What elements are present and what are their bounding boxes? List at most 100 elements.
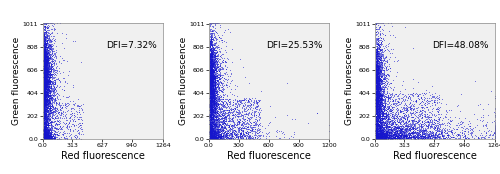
Point (372, 106, 380, 109)
Point (374, 95, 382, 97)
Point (211, 80, 219, 83)
Point (374, 97, 382, 100)
Point (42, 43, 50, 46)
Point (372, 103, 380, 106)
Point (218, 113, 226, 116)
Point (372, 72, 380, 74)
Point (208, 136, 216, 139)
Point (44, 100, 52, 102)
Point (382, 96, 390, 98)
Point (378, 94, 386, 97)
Point (210, 102, 218, 105)
Point (385, 133, 393, 136)
Point (374, 99, 382, 101)
Point (421, 136, 429, 139)
Point (40, 138, 48, 141)
Point (40, 59, 48, 62)
Point (373, 137, 381, 140)
Point (207, 83, 215, 86)
Point (216, 134, 224, 137)
Point (216, 135, 224, 137)
Point (374, 77, 382, 80)
Point (372, 49, 380, 52)
Point (44, 60, 52, 62)
Point (380, 121, 388, 124)
Point (374, 54, 382, 57)
Point (214, 128, 222, 130)
Point (374, 125, 382, 128)
Point (384, 136, 392, 138)
Point (209, 138, 217, 141)
Point (40, 86, 48, 89)
Point (206, 104, 214, 106)
Point (376, 137, 384, 140)
Point (378, 97, 386, 100)
Point (42, 81, 50, 84)
Point (210, 73, 218, 76)
Point (372, 136, 380, 139)
Point (208, 64, 216, 66)
Point (208, 86, 216, 89)
Point (44, 88, 52, 90)
Point (40, 95, 48, 98)
Point (255, 122, 263, 125)
Point (389, 120, 397, 123)
Point (40, 73, 48, 76)
Point (206, 135, 214, 138)
Point (208, 119, 216, 122)
Point (211, 69, 219, 71)
Point (214, 65, 222, 68)
Point (248, 108, 256, 111)
Point (218, 134, 226, 137)
Point (50, 107, 58, 110)
Point (46, 72, 54, 75)
Point (389, 123, 397, 125)
Point (40, 60, 48, 62)
Point (392, 129, 400, 132)
Point (235, 121, 243, 124)
Point (208, 108, 216, 111)
Point (382, 136, 390, 139)
Point (382, 124, 390, 127)
Point (206, 130, 214, 133)
Point (374, 114, 382, 117)
Point (41, 134, 49, 137)
Point (404, 136, 411, 139)
Point (374, 130, 382, 133)
Point (424, 133, 432, 136)
Point (372, 75, 380, 77)
Point (386, 136, 394, 139)
Point (209, 77, 217, 80)
Point (42, 134, 50, 137)
Point (40, 138, 48, 141)
Point (41, 137, 49, 140)
Point (374, 133, 382, 136)
Point (228, 107, 236, 110)
Point (66, 133, 74, 136)
Point (47, 89, 55, 91)
Point (236, 133, 244, 136)
Point (42, 87, 50, 89)
Point (208, 75, 216, 78)
Point (40, 123, 48, 126)
Point (210, 92, 218, 94)
Point (44, 105, 52, 108)
Point (372, 60, 380, 62)
Point (374, 102, 382, 105)
Point (409, 136, 417, 139)
Point (388, 136, 396, 139)
Point (40, 98, 48, 101)
Point (372, 99, 380, 102)
Point (41, 137, 49, 140)
Point (46, 94, 54, 96)
Point (206, 108, 214, 110)
Point (388, 137, 396, 140)
Point (212, 113, 220, 116)
Point (378, 125, 386, 128)
Point (373, 138, 381, 141)
Point (372, 80, 380, 83)
Point (42, 70, 50, 73)
Point (409, 108, 417, 111)
Point (41, 84, 49, 87)
Point (378, 116, 386, 119)
